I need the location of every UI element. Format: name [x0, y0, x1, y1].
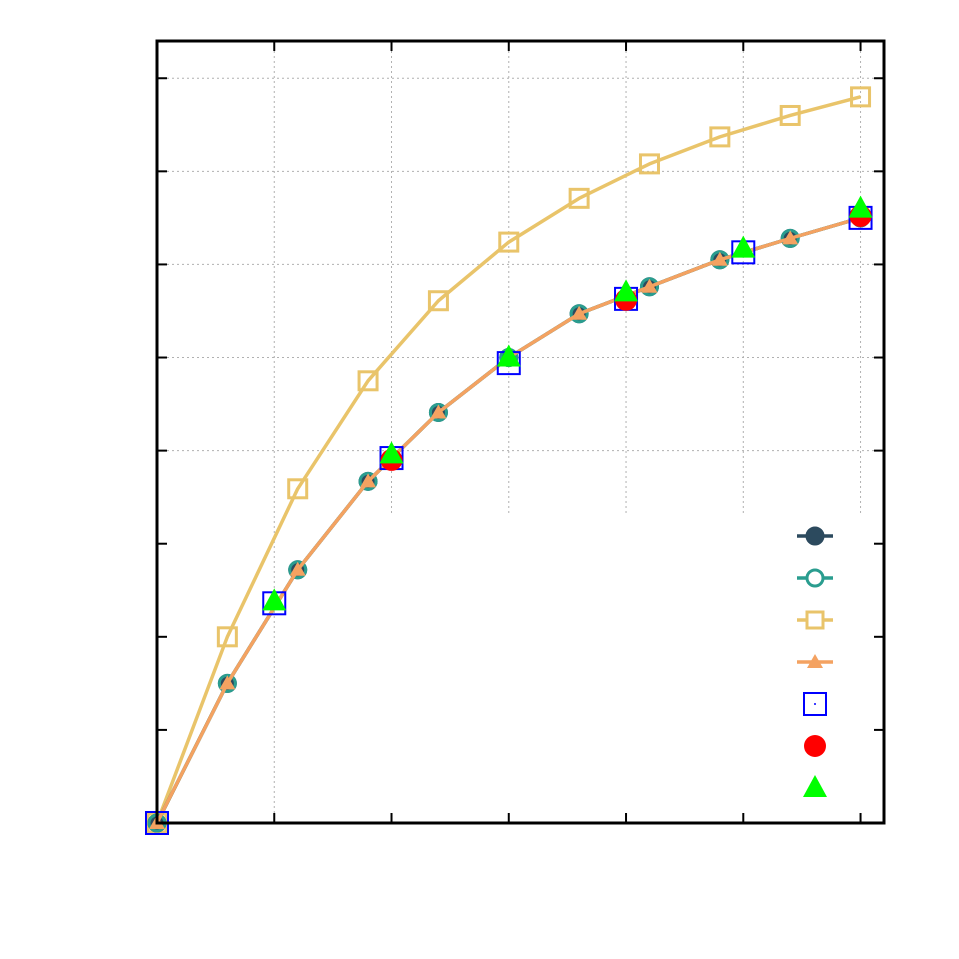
series-2-line	[155, 216, 862, 824]
series-layer	[145, 86, 873, 835]
legend-entry-3	[797, 610, 833, 630]
series-7-point	[379, 441, 404, 464]
legend-entry-6	[804, 735, 826, 757]
ticks	[156, 41, 884, 824]
legend-entry-4	[797, 654, 833, 668]
series-4-line	[155, 216, 862, 824]
series-3-point	[568, 187, 590, 209]
legend	[797, 526, 833, 797]
series-3-point	[427, 290, 449, 312]
series-7-point	[262, 588, 287, 611]
series-4-point	[782, 230, 799, 245]
series-5	[145, 205, 873, 835]
legend-entry-7	[803, 775, 827, 797]
series-7-point	[496, 344, 521, 367]
legend-marker	[805, 610, 825, 630]
series-7-point	[731, 235, 756, 258]
legend-marker	[807, 654, 823, 668]
series-3	[146, 86, 872, 834]
series-4-point	[571, 305, 588, 320]
series-4-point	[711, 251, 728, 266]
series-3-point	[850, 86, 872, 108]
series-4-point	[219, 675, 236, 690]
series-3-point	[779, 104, 801, 126]
legend-marker-box	[803, 692, 827, 716]
series-4-point	[641, 278, 658, 293]
series-4-point	[289, 561, 306, 576]
legend-entry-1	[797, 526, 833, 546]
legend-entry-5	[803, 692, 827, 716]
series-3-point	[287, 478, 309, 500]
legend-entry-2	[797, 568, 833, 588]
series-4-point	[360, 473, 377, 488]
series-3-line	[155, 95, 861, 824]
legend-marker-dot	[814, 703, 816, 705]
grid	[157, 41, 884, 823]
series-3-point	[216, 626, 238, 648]
legend-marker	[804, 735, 826, 757]
legend-marker	[805, 568, 825, 588]
series-3-point	[357, 370, 379, 392]
plot-frame	[155, 39, 886, 825]
series-3-point	[709, 126, 731, 148]
series-7-point	[614, 279, 639, 302]
legend-marker	[805, 526, 825, 546]
series-7	[262, 195, 873, 611]
series-1-line	[155, 216, 862, 824]
series-4-point	[430, 404, 447, 419]
series-3-point	[638, 153, 660, 175]
legend-marker	[803, 775, 827, 797]
legend-marker	[803, 692, 827, 716]
series-7-point	[848, 195, 873, 218]
series-3-point	[498, 231, 520, 253]
